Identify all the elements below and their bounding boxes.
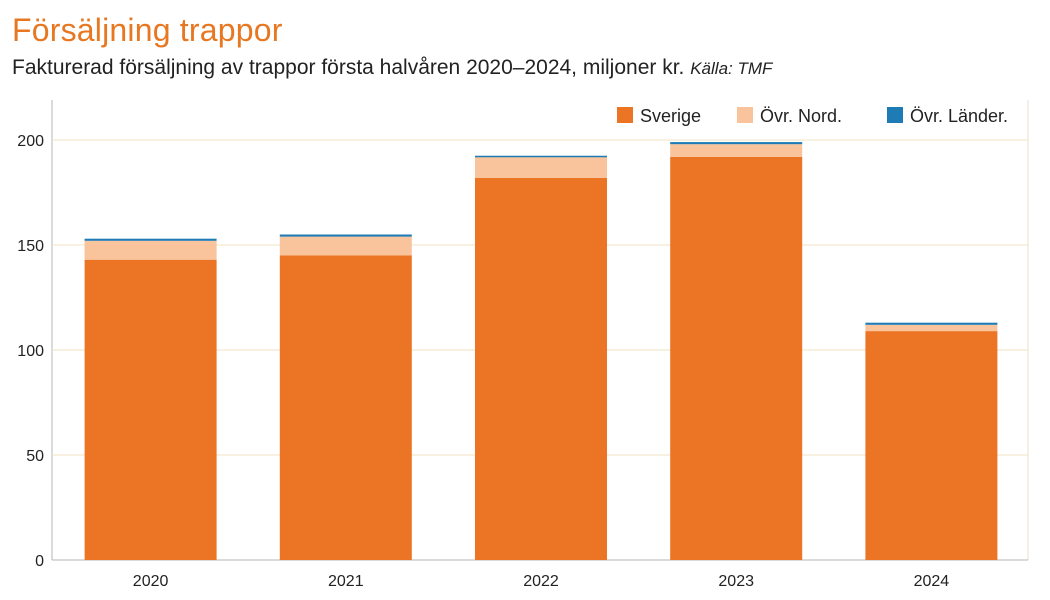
subtitle-text: Fakturerad försäljning av trappor första… xyxy=(12,56,685,79)
bar-2022-series-0 xyxy=(475,177,607,561)
legend: Sverige Övr. Nord. Övr. Länder. xyxy=(617,106,1008,126)
y-tick-label-0: 0 xyxy=(35,553,44,570)
bars xyxy=(84,142,998,561)
x-tick-label-2022: 2022 xyxy=(523,573,559,590)
bar-2020-series-2 xyxy=(84,238,217,241)
x-axis: 2020 2021 2022 2023 2024 xyxy=(133,573,949,590)
y-tick-label-50: 50 xyxy=(26,448,44,465)
legend-label-1: Övr. Nord. xyxy=(760,106,842,126)
legend-swatch-2 xyxy=(887,107,903,123)
x-tick-label-2024: 2024 xyxy=(914,573,950,590)
bar-2024-series-0 xyxy=(865,331,998,560)
y-axis: 0 50 100 150 200 xyxy=(17,133,44,570)
bar-2021-series-0 xyxy=(279,255,412,560)
y-tick-label-200: 200 xyxy=(17,133,44,150)
bar-2023-series-2 xyxy=(670,142,803,145)
bar-2022-series-1 xyxy=(475,156,607,178)
bar-2024-series-1 xyxy=(865,324,998,332)
bar-2023-series-0 xyxy=(670,156,803,561)
y-tick-label-150: 150 xyxy=(17,238,44,255)
bar-2020-series-0 xyxy=(84,259,217,560)
x-tick-label-2021: 2021 xyxy=(328,573,364,590)
chart-title: Försäljning trappor xyxy=(12,12,283,48)
bar-2021-series-1 xyxy=(279,236,412,256)
bar-2023-series-1 xyxy=(670,144,803,157)
x-tick-label-2020: 2020 xyxy=(133,573,169,590)
bar-2020-series-1 xyxy=(84,240,217,260)
x-tick-label-2023: 2023 xyxy=(718,573,754,590)
legend-swatch-1 xyxy=(737,107,753,123)
legend-label-0: Sverige xyxy=(640,106,701,126)
source-note: Källa: TMF xyxy=(690,59,773,78)
y-tick-label-100: 100 xyxy=(17,343,44,360)
legend-label-2: Övr. Länder. xyxy=(910,106,1008,126)
bar-2022-series-2 xyxy=(475,155,607,158)
legend-swatch-0 xyxy=(617,107,633,123)
chart-subtitle: Fakturerad försäljning av trappor första… xyxy=(12,56,772,80)
bar-2024-series-2 xyxy=(865,322,998,325)
bar-2021-series-2 xyxy=(279,234,412,237)
